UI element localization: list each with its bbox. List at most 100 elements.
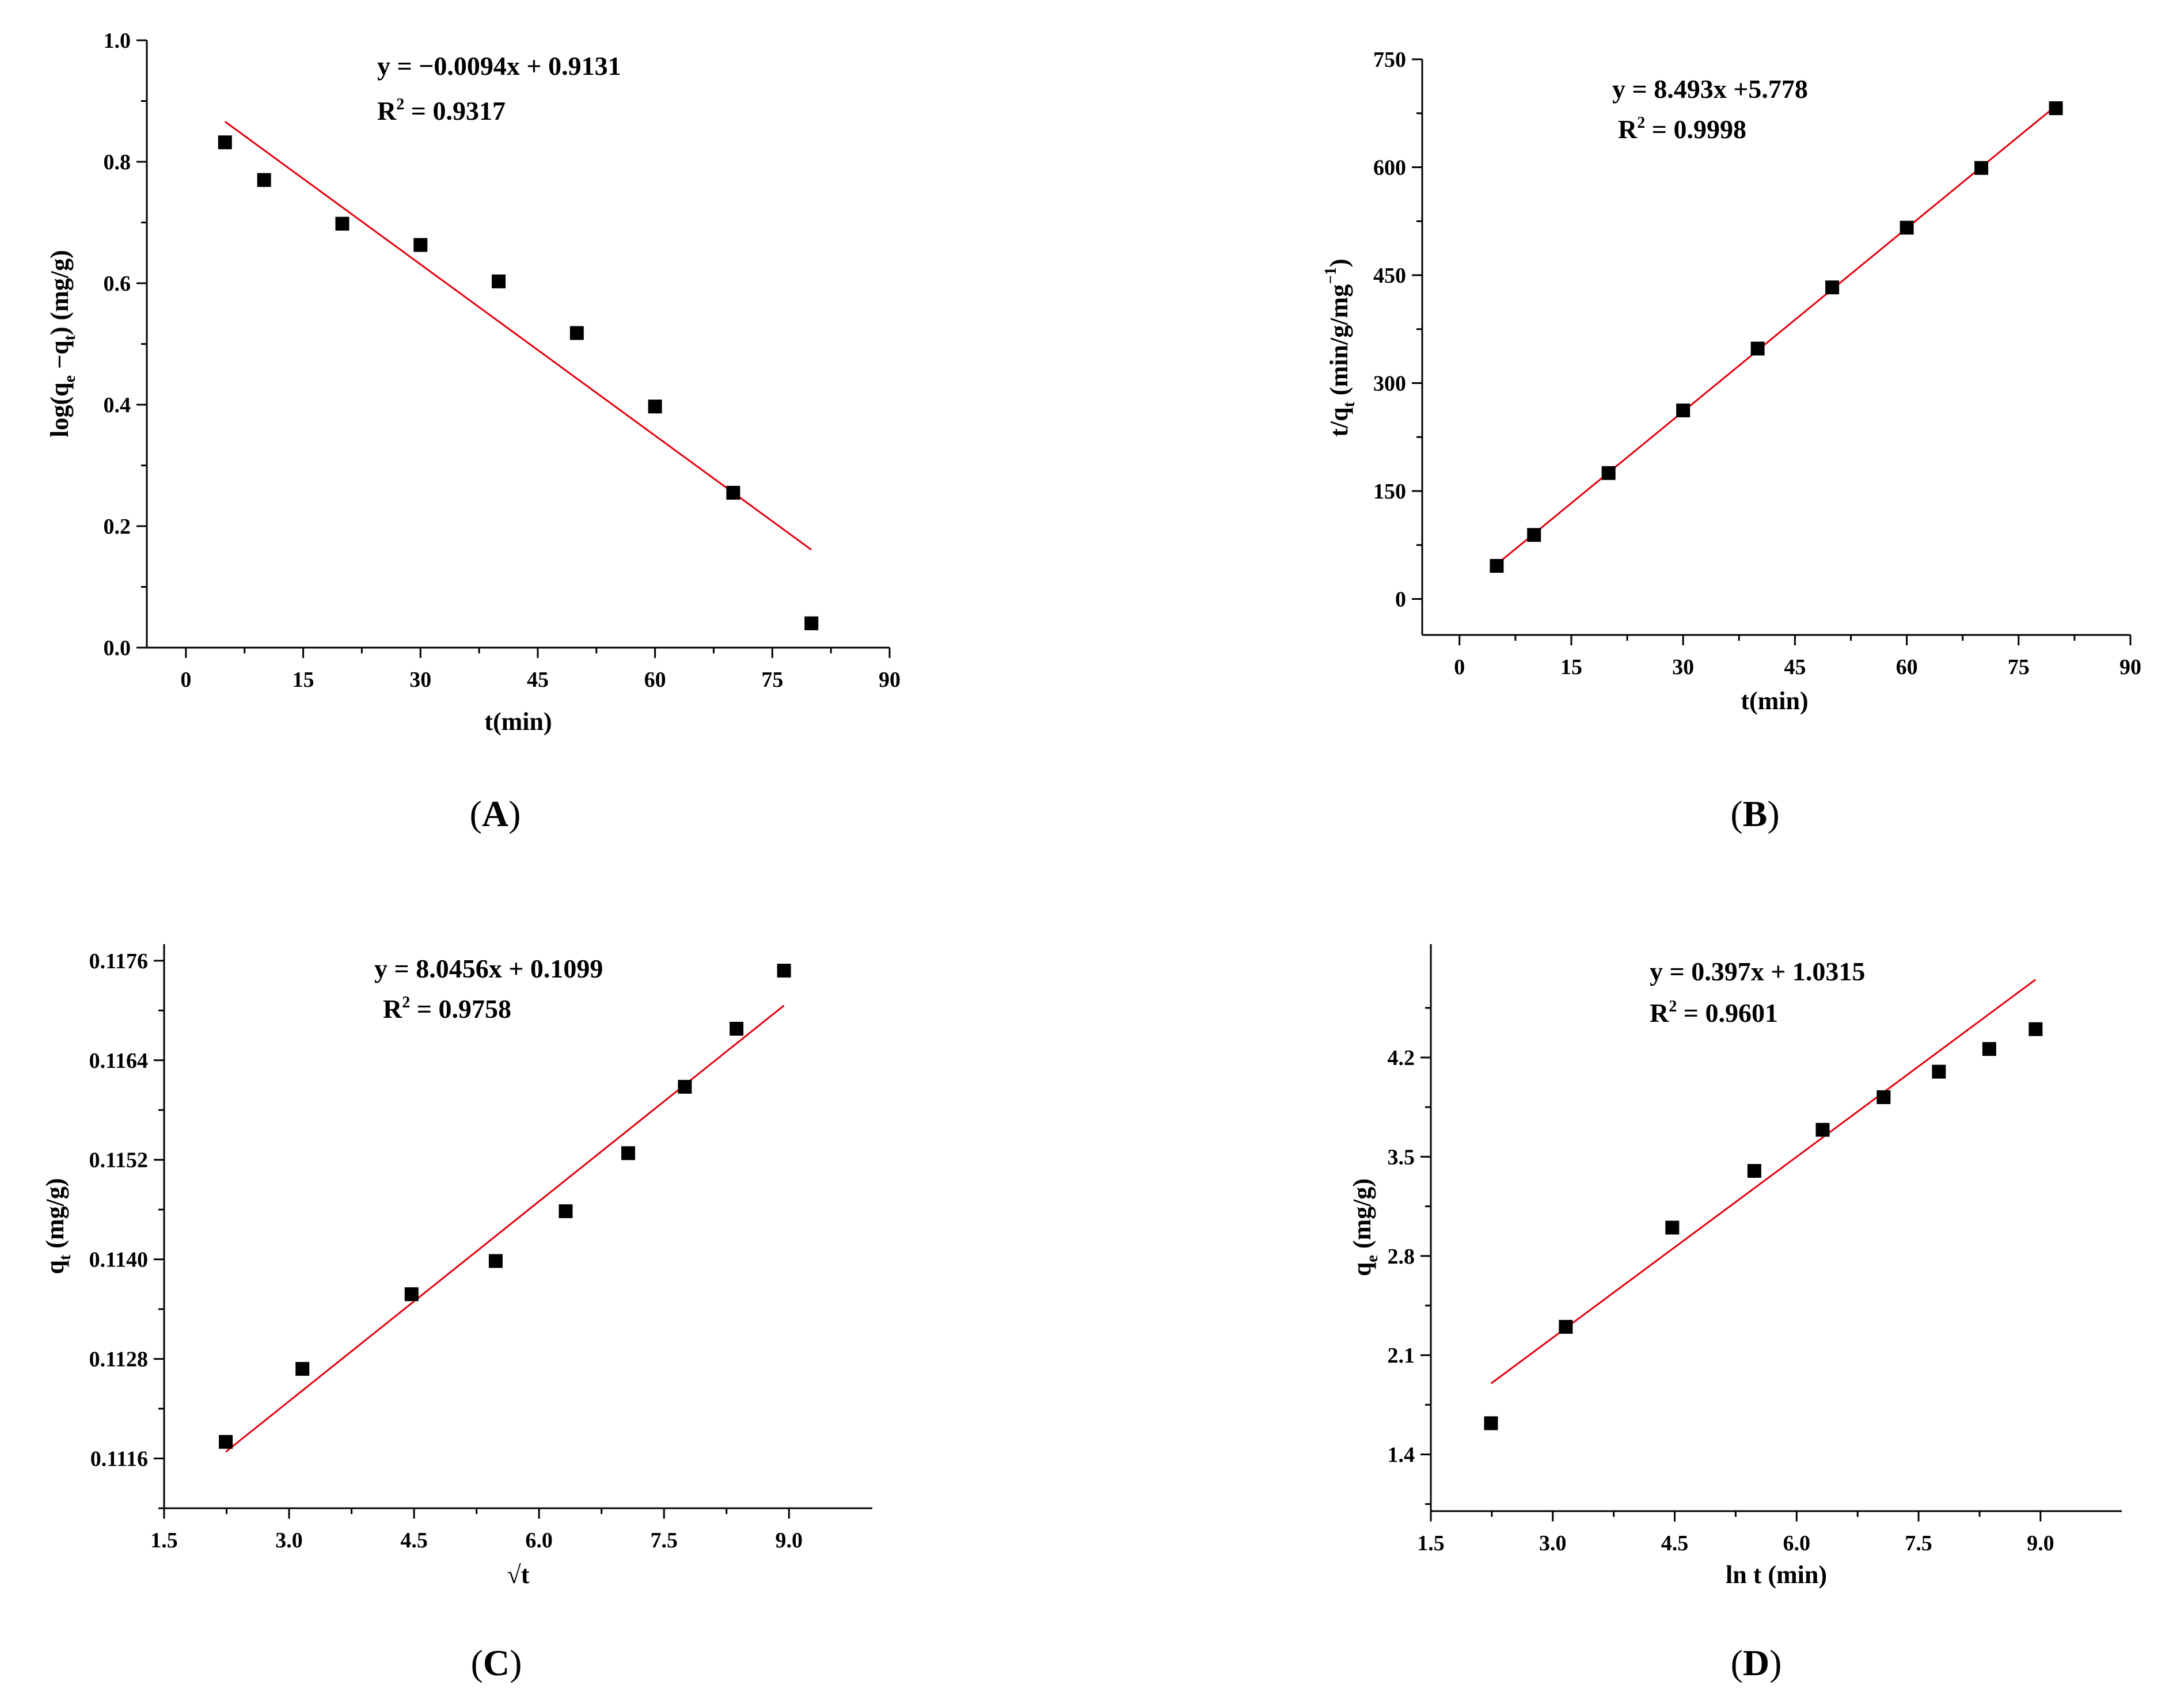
y-tick-label: 0.1140 <box>89 1248 148 1272</box>
y-tick-label: 0 <box>1395 588 1406 612</box>
panel-label: (A) <box>470 793 521 834</box>
data-point <box>1982 1042 1996 1056</box>
data-point <box>1815 1123 1830 1137</box>
data-point <box>413 238 428 252</box>
fit-line <box>1496 105 2057 565</box>
r-squared-value: = 0.9601 <box>1677 998 1778 1028</box>
y-axis-label-subscript: e <box>1363 1255 1381 1262</box>
y-tick-label: 0.4 <box>104 393 131 417</box>
y-axis-label-main: q <box>41 1260 69 1275</box>
panel-label-open-paren: ( <box>1731 1642 1743 1683</box>
panel-label: (B) <box>1730 793 1779 834</box>
data-point <box>648 400 662 414</box>
r-squared-prefix: R <box>383 994 402 1024</box>
r-squared-prefix: R <box>1650 998 1669 1028</box>
y-tick-label: 4.2 <box>1388 1046 1415 1070</box>
data-point <box>621 1146 636 1161</box>
y-axis-label-main: t/q <box>1325 407 1353 437</box>
y-tick-label: 300 <box>1373 372 1406 396</box>
panel-label-close-paren: ) <box>510 1642 522 1683</box>
data-point <box>559 1204 573 1219</box>
panel-label-open-paren: ( <box>471 1642 483 1683</box>
data-point <box>678 1079 692 1094</box>
data-point <box>2029 1022 2043 1036</box>
y-tick-label: 1.0 <box>104 29 131 53</box>
y-axis-label: log(qe −qt) (mg/g) <box>45 250 79 438</box>
fit-equation: y = −0.0094x + 0.9131 <box>377 51 621 81</box>
data-point <box>569 326 584 340</box>
panel-label-close-paren: ) <box>1767 793 1779 834</box>
panel-a: 0 15 30 45 60 75 90 0.0 0.2 0.4 0.6 0.8 1.0 y = −0.00… <box>45 29 901 834</box>
y-tick-label: 750 <box>1373 48 1406 72</box>
y-axis-label-subscript: e <box>61 375 79 382</box>
panel-d: 1.5 3.0 4.5 6.0 7.5 9.0 1.4 2.1 2.8 3.5 4.2 y = 0.3… <box>1348 944 2122 1683</box>
data-point <box>1750 341 1765 356</box>
y-axis-label: t/qt (min/g/mg−1) <box>1322 258 1358 436</box>
r-squared-value: = 0.9317 <box>404 96 506 125</box>
r-squared-superscript: 2 <box>1669 998 1677 1015</box>
r-squared-superscript: 2 <box>1637 114 1645 132</box>
data-point <box>804 616 819 630</box>
data-point <box>219 1435 233 1449</box>
r-squared: R2 = 0.9601 <box>1650 998 1778 1028</box>
y-axis-label-superscript: −1 <box>1322 267 1340 284</box>
y-axis-label-tail: ) <box>1325 258 1353 267</box>
x-tick-label: 7.5 <box>650 1528 678 1553</box>
r-squared: R2 = 0.9758 <box>383 994 511 1024</box>
x-tick-label: 1.5 <box>150 1528 178 1553</box>
panel-label-close-paren: ) <box>508 793 521 834</box>
panel-label-letter: B <box>1743 793 1768 834</box>
x-tick-label: 75 <box>2008 655 2030 679</box>
x-tick-label: 90 <box>2119 655 2141 679</box>
y-axis-label-middle: −q <box>45 340 74 375</box>
panel-label-open-paren: ( <box>1730 793 1742 834</box>
fit-equation: y = 8.0456x + 0.1099 <box>374 954 603 983</box>
y-axis-label: qt (mg/g) <box>41 1178 74 1275</box>
panel-label-close-paren: ) <box>1769 1642 1781 1683</box>
y-tick-label: 0.0 <box>104 636 131 660</box>
r-squared-value: = 0.9758 <box>410 994 511 1024</box>
y-axis-label-subscript: t <box>56 1254 74 1260</box>
y-tick-label: 150 <box>1373 480 1406 504</box>
data-point <box>335 216 350 231</box>
r-squared-superscript: 2 <box>402 994 410 1011</box>
y-axis-label-tail: ) (mg/g) <box>45 250 74 335</box>
y-tick-label: 0.1152 <box>89 1148 148 1173</box>
r-squared-prefix: R <box>377 96 397 125</box>
y-tick-label: 0.8 <box>104 150 131 174</box>
panel-label-letter: D <box>1743 1642 1769 1683</box>
r-squared-value: = 0.9998 <box>1645 115 1746 144</box>
data-point <box>730 1022 744 1036</box>
y-axis-label-middle: (mg/g) <box>41 1178 69 1255</box>
panel-label: (C) <box>471 1642 522 1683</box>
data-point <box>726 485 740 500</box>
x-tick-label: 60 <box>1896 655 1918 679</box>
y-axis-label-subscript: t <box>1340 401 1358 407</box>
data-point <box>1900 220 1914 235</box>
data-point <box>1490 559 1504 573</box>
data-point <box>257 173 271 187</box>
y-axis-label-subscript-2: t <box>61 334 79 340</box>
data-point <box>1932 1064 1946 1079</box>
r-squared: R2 = 0.9998 <box>1618 114 1746 144</box>
x-tick-label: 15 <box>293 668 314 692</box>
y-tick-label: 0.1116 <box>90 1447 148 1471</box>
y-axis-label-main: q <box>1348 1262 1376 1276</box>
x-tick-label: 3.0 <box>1539 1531 1567 1555</box>
panel-label-letter: C <box>483 1642 510 1683</box>
y-tick-label: 0.1128 <box>89 1348 148 1372</box>
data-point <box>488 1254 503 1268</box>
data-point <box>777 964 791 978</box>
x-tick-label: 1.5 <box>1417 1531 1445 1555</box>
y-tick-label: 0.1164 <box>89 1049 148 1073</box>
x-tick-label: 45 <box>1784 655 1806 679</box>
x-tick-label: 15 <box>1560 655 1582 679</box>
x-tick-label: 0 <box>180 668 191 692</box>
y-tick-label: 600 <box>1373 156 1406 180</box>
panel-label-open-paren: ( <box>470 793 482 834</box>
panel-c: 1.5 3.0 4.5 6.0 7.5 9.0 0.1116 0.1128 0.1140 0.11… <box>41 944 872 1683</box>
x-axis-label: t(min) <box>484 707 552 736</box>
x-tick-label: 90 <box>879 668 901 692</box>
